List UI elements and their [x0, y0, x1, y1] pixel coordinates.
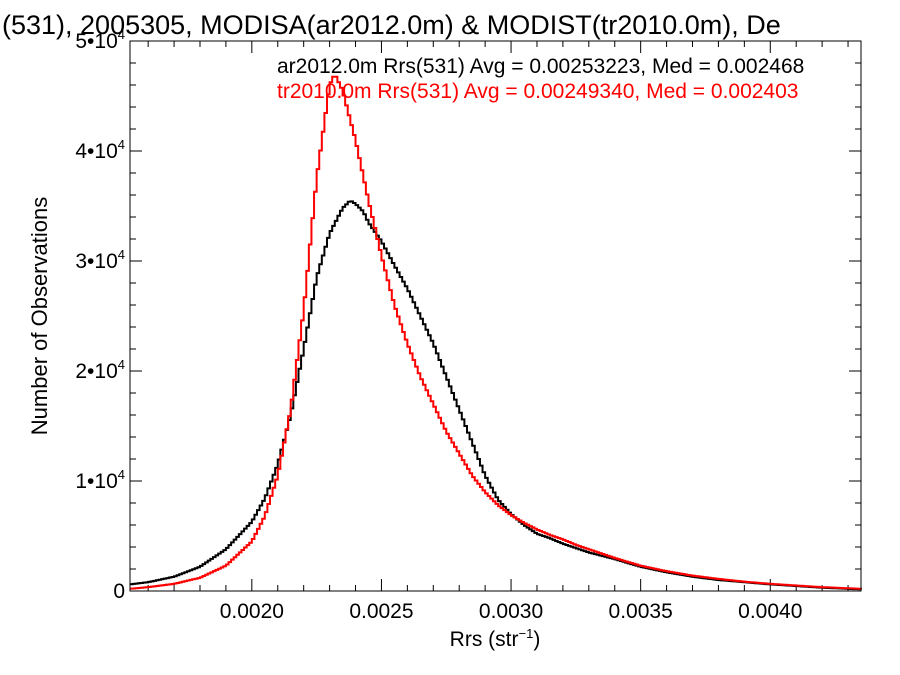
x-tick-label: 0.0035: [609, 600, 673, 623]
x-axis-ticks: 0.0020 0.0025 0.0030 0.0035 0.0040: [147, 41, 849, 623]
series-line-1: [130, 75, 862, 590]
x-tick-label: 0.0040: [738, 600, 802, 623]
y-tick-label: 1•104: [75, 467, 125, 493]
series-layer: [130, 75, 862, 591]
annotation-red: tr2010.0m Rrs(531) Avg = 0.00249340, Med…: [277, 80, 798, 103]
x-axis-label-main: Rrs (str: [450, 628, 519, 651]
y-tick-label: 4•104: [75, 137, 125, 163]
y-axis-label: Number of Observations: [27, 197, 52, 435]
y-tick-label: 2•104: [75, 357, 125, 383]
y-tick-label-mantissa: 0: [113, 580, 125, 603]
chart-title: (531), 2005305, MODISA(ar2012.0m) & MODI…: [2, 10, 781, 40]
plot-frame: [129, 40, 862, 592]
y-tick-label-mantissa: 4•10: [75, 140, 117, 163]
y-tick-label-exponent: 4: [118, 357, 125, 372]
y-tick-label-exponent: 4: [118, 27, 125, 42]
x-tick-label: 0.0020: [220, 600, 284, 623]
y-tick-label-exponent: 4: [118, 467, 125, 482]
x-axis-label: Rrs (str−1): [450, 626, 541, 651]
y-tick-label: 5•104: [75, 27, 125, 53]
x-axis-label-exponent: −1: [519, 626, 534, 641]
y-tick-label: 0: [113, 580, 125, 603]
y-tick-label-mantissa: 5•10: [75, 30, 117, 53]
y-tick-label-exponent: 4: [118, 247, 125, 262]
y-tick-label: 3•104: [75, 247, 125, 273]
x-tick-label: 0.0030: [479, 600, 543, 623]
y-tick-label-mantissa: 2•10: [75, 360, 117, 383]
y-tick-label-mantissa: 1•10: [75, 470, 117, 493]
annotation-black: ar2012.0m Rrs(531) Avg = 0.00253223, Med…: [277, 55, 804, 78]
y-tick-label-exponent: 4: [118, 137, 125, 152]
y-tick-label-mantissa: 3•10: [75, 250, 117, 273]
x-axis-label-close: ): [533, 628, 540, 651]
x-tick-label: 0.0025: [349, 600, 413, 623]
